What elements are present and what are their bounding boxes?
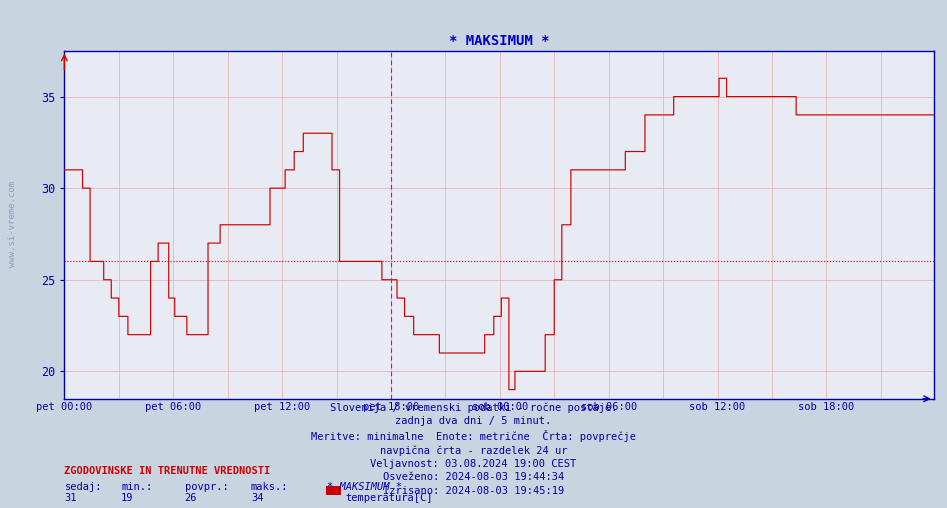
Text: maks.:: maks.: bbox=[251, 482, 289, 492]
Text: 31: 31 bbox=[64, 493, 77, 503]
Text: povpr.:: povpr.: bbox=[185, 482, 228, 492]
Text: sedaj:: sedaj: bbox=[64, 482, 102, 492]
Text: 26: 26 bbox=[185, 493, 197, 503]
Text: 34: 34 bbox=[251, 493, 263, 503]
Text: * MAKSIMUM *: * MAKSIMUM * bbox=[327, 482, 402, 492]
Text: min.:: min.: bbox=[121, 482, 152, 492]
Text: ZGODOVINSKE IN TRENUTNE VREDNOSTI: ZGODOVINSKE IN TRENUTNE VREDNOSTI bbox=[64, 466, 271, 477]
Text: www.si-vreme.com: www.si-vreme.com bbox=[8, 180, 17, 267]
Title: * MAKSIMUM *: * MAKSIMUM * bbox=[449, 34, 549, 48]
Text: Slovenija / vremenski podatki - ročne postaje.
zadnja dva dni / 5 minut.
Meritve: Slovenija / vremenski podatki - ročne po… bbox=[311, 402, 636, 495]
Text: temperatura[C]: temperatura[C] bbox=[346, 493, 433, 503]
Text: 19: 19 bbox=[121, 493, 134, 503]
